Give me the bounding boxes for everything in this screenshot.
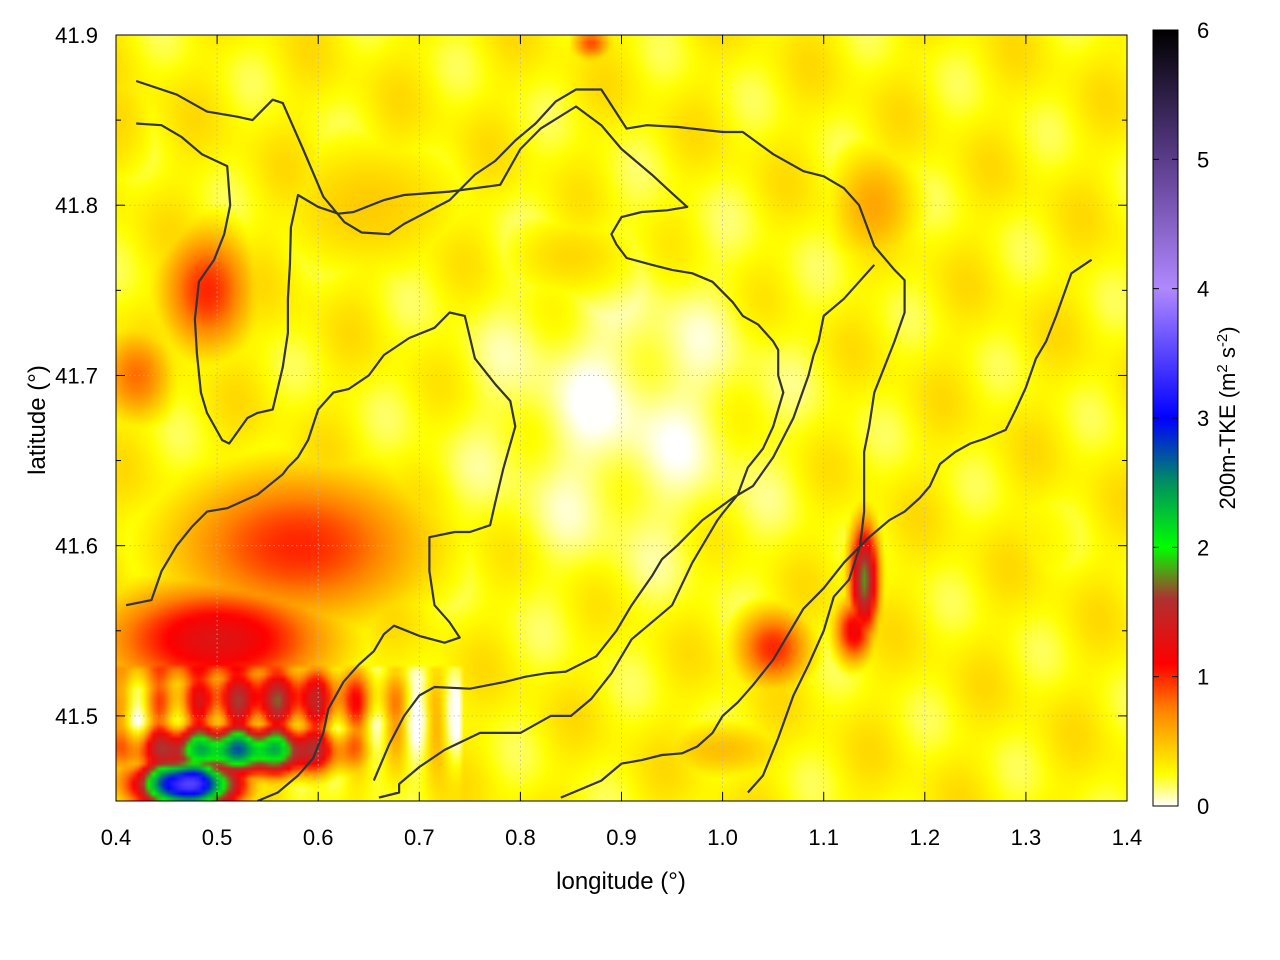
x-tick-label: 1.4 (1112, 825, 1143, 850)
y-tick-label: 41.7 (55, 363, 98, 388)
y-tick-label: 41.6 (55, 534, 98, 559)
contour-line (372, 264, 876, 782)
colorbar-tick-label: 4 (1197, 277, 1209, 302)
contour-line (136, 105, 785, 799)
x-tick-label: 1.0 (707, 825, 738, 850)
x-tick-label: 0.4 (101, 825, 132, 850)
colorbar-tick-label: 5 (1197, 147, 1209, 172)
x-tick-label: 1.2 (910, 825, 941, 850)
x-axis: 0.4 0.5 0.6 0.7 0.8 0.9 1.0 1.1 1.2 1.3 1.4 (101, 35, 1143, 850)
colorbar-ticks: 0 1 2 3 4 5 6 (1153, 18, 1209, 819)
contour-lines (125, 79, 1093, 801)
x-tick-label: 0.8 (505, 825, 536, 850)
y-tick-label: 41.8 (55, 193, 98, 218)
colorbar-tick-label: 3 (1197, 406, 1209, 431)
contour-line (560, 258, 1093, 799)
y-tick-label: 41.5 (55, 704, 98, 729)
y-axis-label: latitude (°) (24, 365, 51, 475)
x-tick-label: 0.6 (303, 825, 334, 850)
contour-line (125, 311, 517, 801)
colorbar-tick-label: 1 (1197, 665, 1209, 690)
colorbar-tick-label: 6 (1197, 18, 1209, 43)
y-axis: 41.5 41.6 41.7 41.8 41.9 (55, 23, 1127, 802)
colorbar-label: 200m-TKE (m2 s-2) (1214, 326, 1240, 509)
y-tick-label: 41.9 (55, 23, 98, 48)
x-axis-label: longitude (°) (556, 868, 686, 895)
colorbar-tick-label: 0 (1197, 794, 1209, 819)
x-tick-label: 0.9 (606, 825, 637, 850)
colorbar: 0 1 2 3 4 5 6 200m-TKE (m2 s-2) (1152, 18, 1240, 819)
x-tick-label: 0.7 (404, 825, 435, 850)
colorbar-tick-label: 2 (1197, 535, 1209, 560)
x-tick-label: 1.1 (808, 825, 839, 850)
x-tick-label: 0.5 (202, 825, 233, 850)
x-tick-label: 1.3 (1011, 825, 1042, 850)
